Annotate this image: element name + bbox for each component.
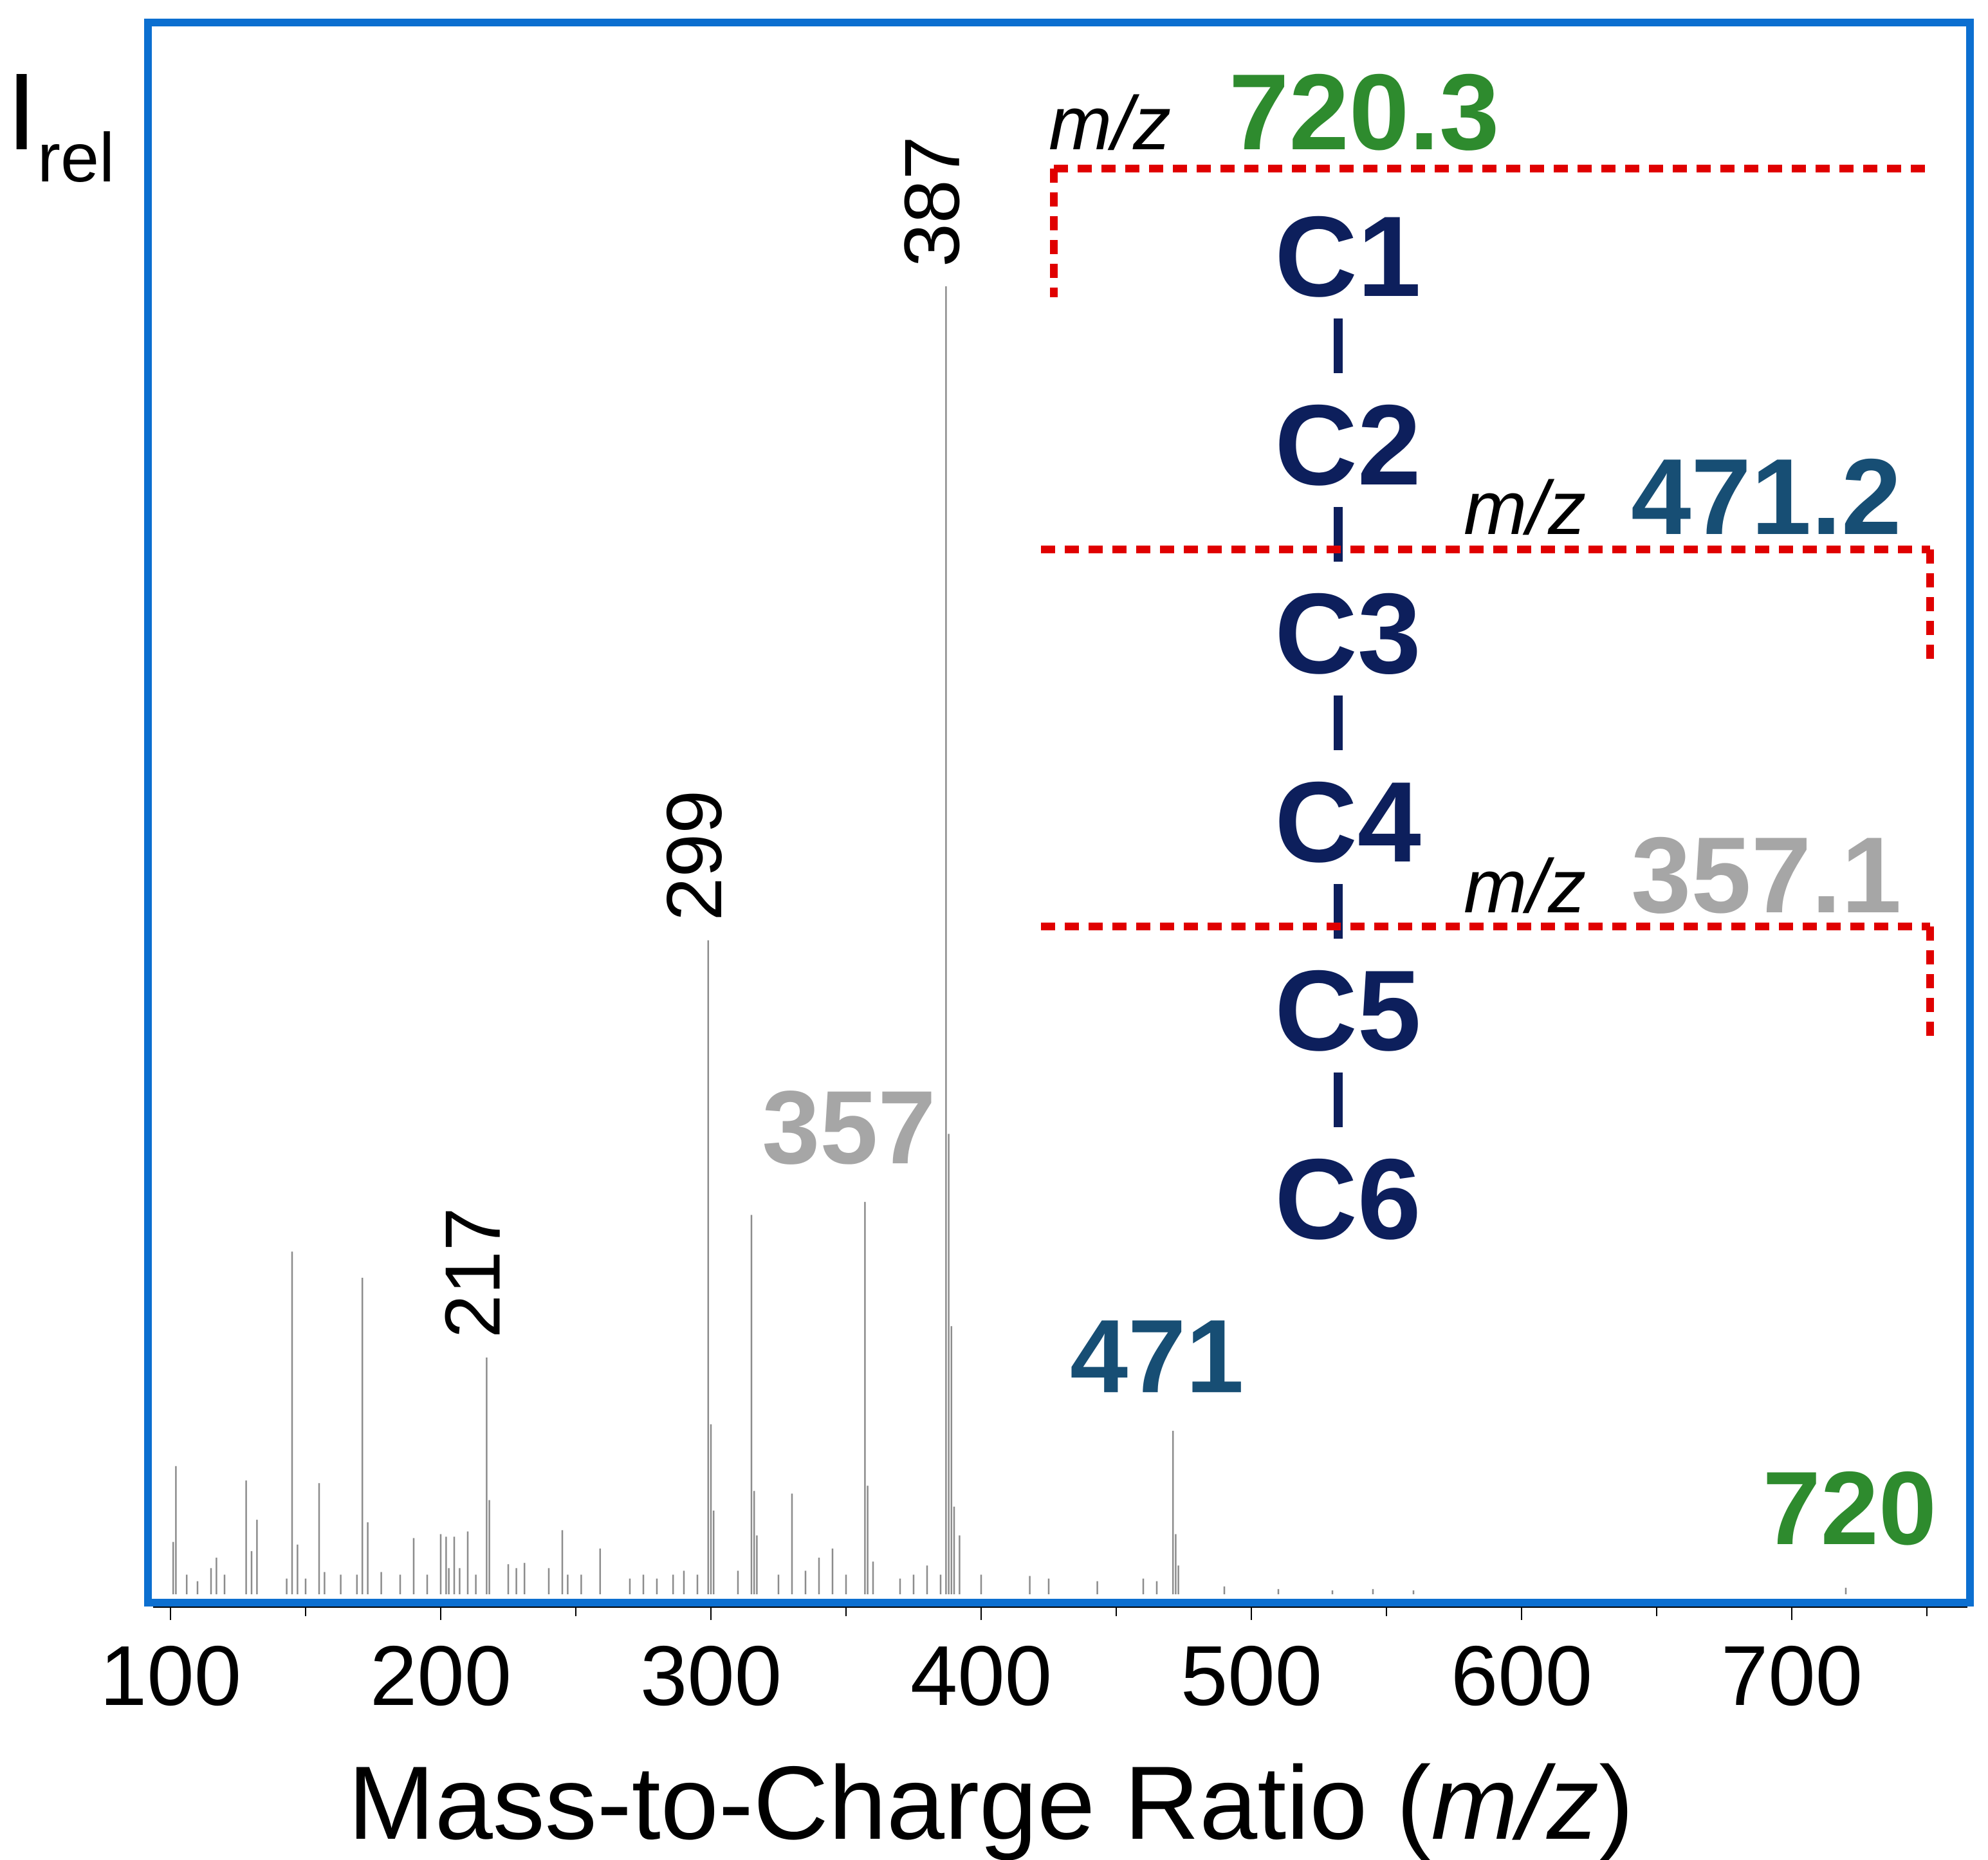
annotation-720: m/z 720.3 bbox=[1049, 51, 1499, 172]
annotation-prefix: m/z bbox=[1049, 81, 1171, 166]
peak-label: 471 bbox=[1070, 1298, 1244, 1415]
peak-label: 720 bbox=[1763, 1450, 1937, 1567]
annotation-value: 357.1 bbox=[1631, 815, 1901, 935]
x-tick-label: 600 bbox=[1451, 1628, 1592, 1723]
peak-label: 387 bbox=[888, 136, 975, 267]
annotation-prefix: m/z bbox=[1464, 844, 1586, 929]
y-axis-label: I rel bbox=[6, 51, 115, 196]
x-tick-label: 500 bbox=[1181, 1628, 1322, 1723]
x-tick-label: 300 bbox=[640, 1628, 782, 1723]
chain-unit: C3 bbox=[1275, 569, 1421, 697]
peak-label: 217 bbox=[428, 1207, 516, 1338]
chain-diagram: C1 C2 C3 C4 C5 C6 bbox=[1275, 192, 1421, 1263]
y-axis-label-sub: rel bbox=[37, 118, 115, 196]
annotation-471: m/z 471.2 bbox=[1464, 436, 1901, 557]
chain-unit: C6 bbox=[1275, 1135, 1421, 1263]
chain-unit: C4 bbox=[1275, 758, 1421, 886]
peak-label: 357 bbox=[762, 1069, 935, 1186]
x-tick-label: 100 bbox=[100, 1628, 241, 1723]
chain-unit: C1 bbox=[1275, 192, 1421, 320]
x-tick-label: 400 bbox=[910, 1628, 1052, 1723]
x-axis: 100 200 300 400 500 600 700 bbox=[100, 1607, 1967, 1723]
x-tick-label: 700 bbox=[1721, 1628, 1863, 1723]
x-axis-label: Mass-to-Charge Ratio (m/z) bbox=[348, 1745, 1634, 1860]
peaks-group bbox=[172, 286, 1847, 1594]
annotation-prefix: m/z bbox=[1464, 466, 1586, 551]
annotation-value: 471.2 bbox=[1631, 436, 1901, 557]
annotation-357: m/z 357.1 bbox=[1464, 815, 1901, 935]
cleavage-lines bbox=[1041, 165, 1934, 1040]
plot-frame bbox=[144, 19, 1974, 1607]
chain-unit: C5 bbox=[1275, 946, 1421, 1074]
y-axis-label-main: I bbox=[6, 51, 37, 173]
annotation-value: 720.3 bbox=[1229, 51, 1499, 172]
peak-label: 299 bbox=[650, 790, 738, 921]
x-tick-label: 200 bbox=[370, 1628, 511, 1723]
chain-unit: C2 bbox=[1275, 381, 1421, 509]
peak-labels: 217 299 387 357 471 720 bbox=[428, 136, 1937, 1567]
